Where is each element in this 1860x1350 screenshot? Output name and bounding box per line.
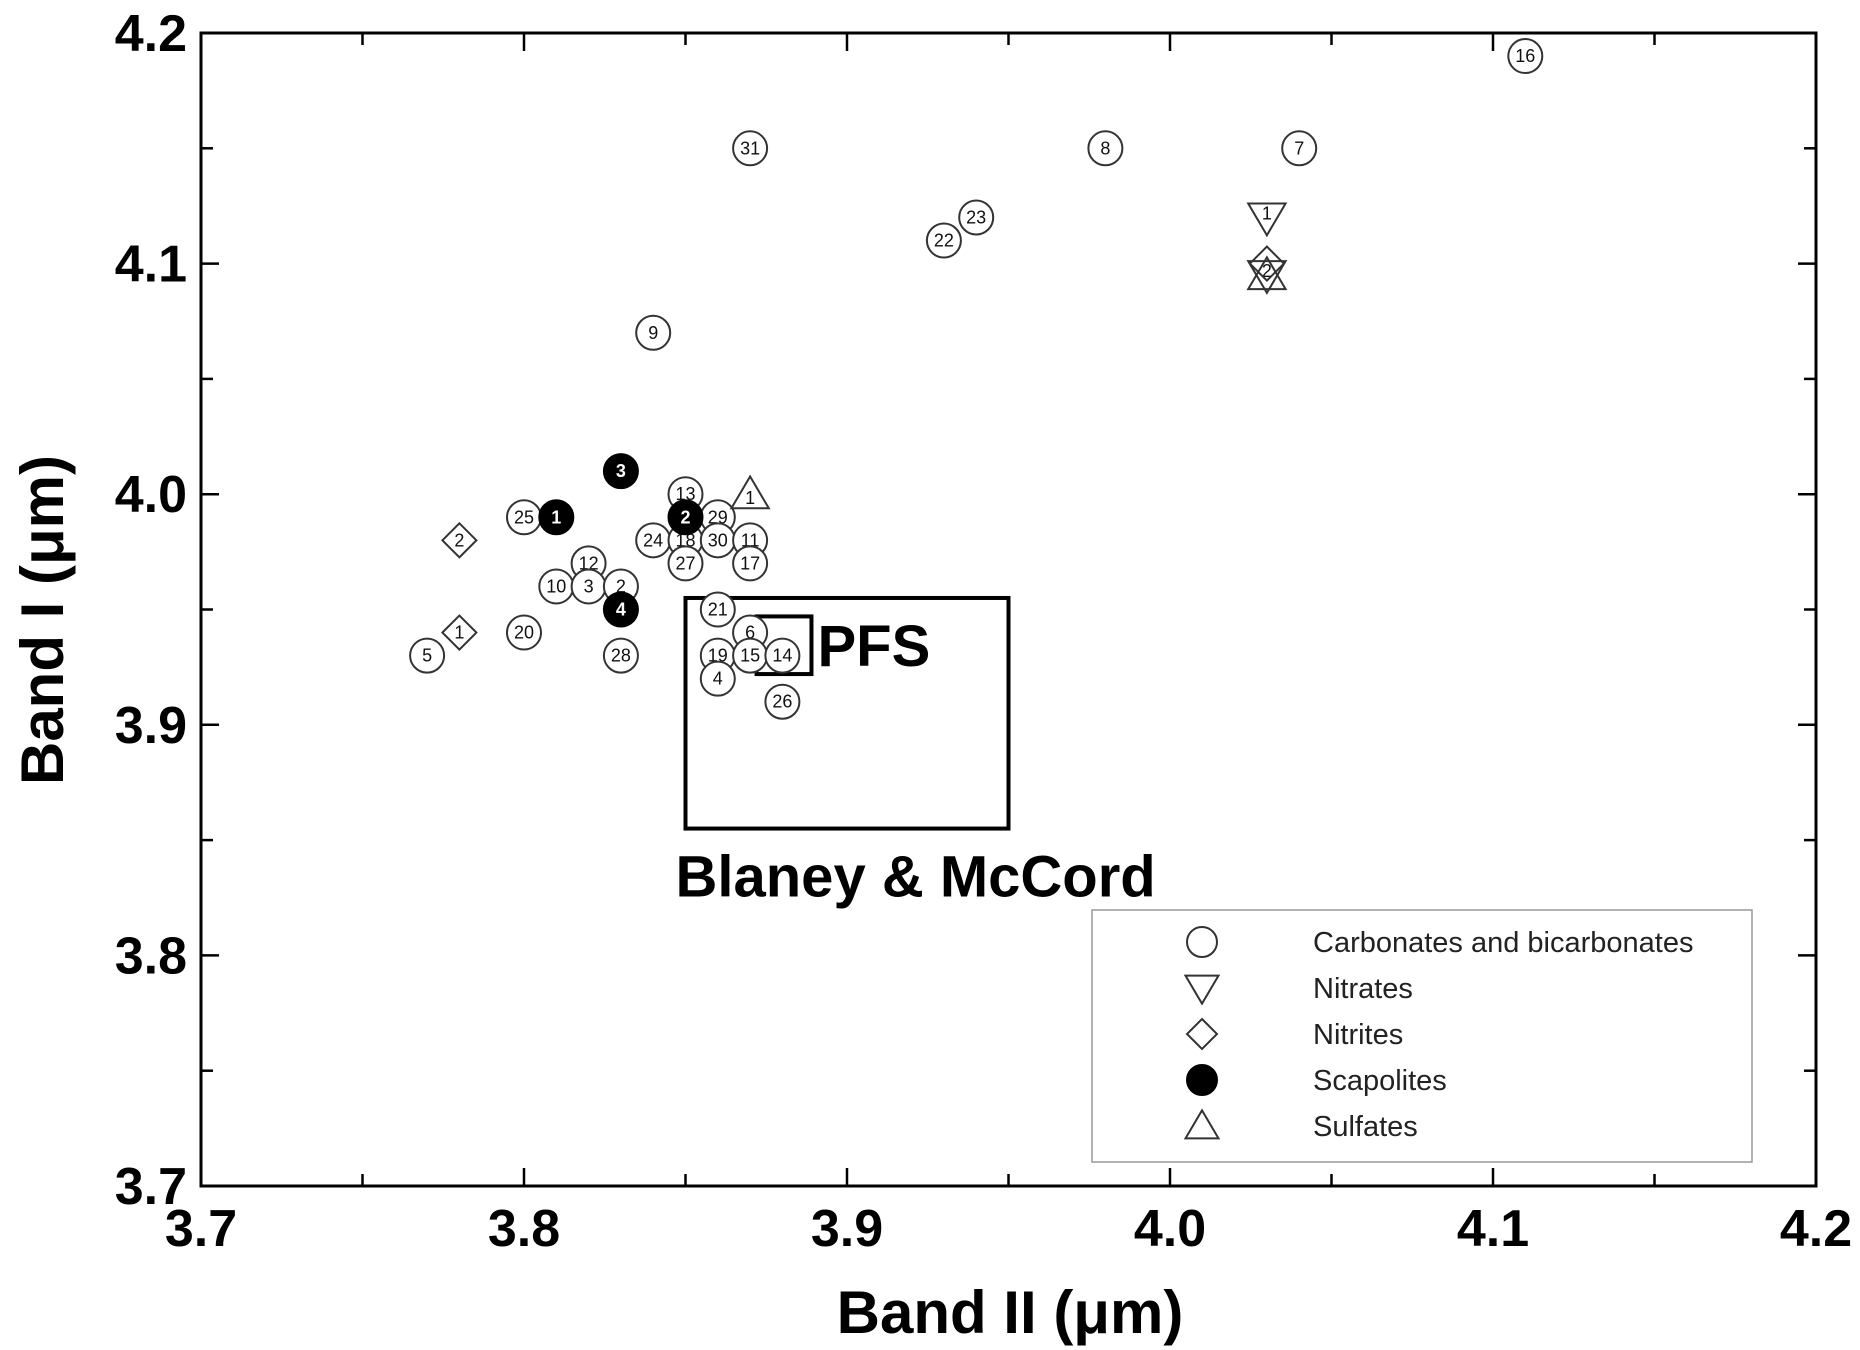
data-label: 1 <box>745 488 755 508</box>
x-axis-title: Band II (μm) <box>837 1279 1184 1346</box>
data-point <box>1087 130 1124 167</box>
data-point <box>602 591 639 628</box>
x-tick-label: 4.1 <box>1457 1200 1529 1258</box>
legend-label: Nitrates <box>1313 973 1413 1005</box>
data-label: 9 <box>648 323 658 343</box>
data-label: 4 <box>713 669 723 689</box>
data-point <box>635 314 672 351</box>
data-label: 13 <box>675 484 695 504</box>
data-point <box>699 591 736 628</box>
data-label: 28 <box>611 646 631 666</box>
data-label: 2 <box>680 507 690 527</box>
legend-marker <box>1185 1017 1219 1051</box>
data-point <box>1507 38 1544 75</box>
data-label: 30 <box>708 530 728 550</box>
data-label: 10 <box>546 576 566 596</box>
data-point <box>602 637 639 674</box>
legend-marker <box>1186 1064 1218 1096</box>
data-label: 4 <box>616 600 626 620</box>
data-point <box>602 453 639 490</box>
data-point <box>667 499 704 536</box>
data-label: 14 <box>772 646 792 666</box>
data-label: 1 <box>454 623 464 643</box>
data-label: 25 <box>514 507 534 527</box>
data-label: 16 <box>1515 46 1535 66</box>
data-point <box>1246 255 1288 291</box>
legend-label: Sulfates <box>1313 1111 1418 1143</box>
data-point <box>732 130 769 167</box>
data-label: 2 <box>1262 261 1272 281</box>
data-label: 11 <box>741 530 760 550</box>
legend-label: Carbonates and bicarbonates <box>1313 927 1693 959</box>
y-axis-title: Band I (μm) <box>9 455 76 785</box>
data-point <box>667 545 704 582</box>
data-point <box>764 683 801 720</box>
y-tick-label: 4.0 <box>115 466 187 524</box>
data-label: 17 <box>740 553 760 573</box>
data-label: 26 <box>772 692 792 712</box>
data-label: 2 <box>454 530 464 550</box>
y-tick-label: 3.9 <box>115 697 187 755</box>
data-point <box>1248 245 1286 283</box>
data-point <box>440 521 478 559</box>
legend-marker <box>1183 1108 1221 1140</box>
x-tick-label: 3.7 <box>165 1200 237 1258</box>
data-label: 24 <box>643 530 663 550</box>
data-label: 1 <box>551 507 561 527</box>
data-point <box>506 614 542 651</box>
data-label: 1 <box>1262 203 1272 223</box>
y-tick-label: 4.1 <box>115 236 187 294</box>
data-label: 15 <box>740 646 760 666</box>
data-label: 22 <box>934 231 954 251</box>
y-tick-label: 4.2 <box>115 5 187 63</box>
data-label: 3 <box>584 576 594 596</box>
data-label: 21 <box>708 600 728 620</box>
region-box <box>683 595 1011 831</box>
data-point <box>729 474 771 510</box>
data-point <box>764 637 801 674</box>
data-point <box>538 499 575 536</box>
data-point <box>925 222 962 259</box>
data-point <box>1281 130 1318 167</box>
data-label: 20 <box>514 623 534 643</box>
data-label: 31 <box>740 138 760 158</box>
data-label: 8 <box>1100 138 1110 158</box>
legend-label: Nitrites <box>1313 1019 1403 1051</box>
data-point <box>440 614 478 651</box>
y-tick-label: 3.8 <box>115 927 187 985</box>
legend-marker <box>1186 926 1218 958</box>
data-label: 27 <box>675 553 695 573</box>
data-point <box>409 637 446 674</box>
x-tick-label: 3.9 <box>811 1200 883 1258</box>
x-tick-label: 4.0 <box>1134 1200 1206 1258</box>
data-point <box>958 199 995 236</box>
data-label: 12 <box>579 553 599 573</box>
data-label: 5 <box>422 646 432 666</box>
data-label: 3 <box>616 461 626 481</box>
x-tick-label: 4.2 <box>1780 1200 1852 1258</box>
data-point <box>1246 202 1288 238</box>
data-label: 29 <box>708 507 728 527</box>
x-tick-label: 3.8 <box>488 1200 560 1258</box>
region-label: PFS <box>817 614 930 679</box>
data-label: 23 <box>966 207 986 227</box>
data-label: 6 <box>745 623 755 643</box>
data-label: 19 <box>708 646 728 666</box>
data-point <box>699 660 736 697</box>
data-point <box>1246 260 1288 295</box>
legend-label: Scapolites <box>1313 1065 1447 1097</box>
data-label: 7 <box>1294 138 1304 158</box>
data-label: 2 <box>616 576 626 596</box>
legend-marker <box>1183 974 1221 1006</box>
data-point <box>732 545 769 582</box>
y-tick-label: 3.7 <box>115 1158 187 1216</box>
data-label: 18 <box>675 530 695 550</box>
region-label: Blaney & McCord <box>676 845 1156 910</box>
